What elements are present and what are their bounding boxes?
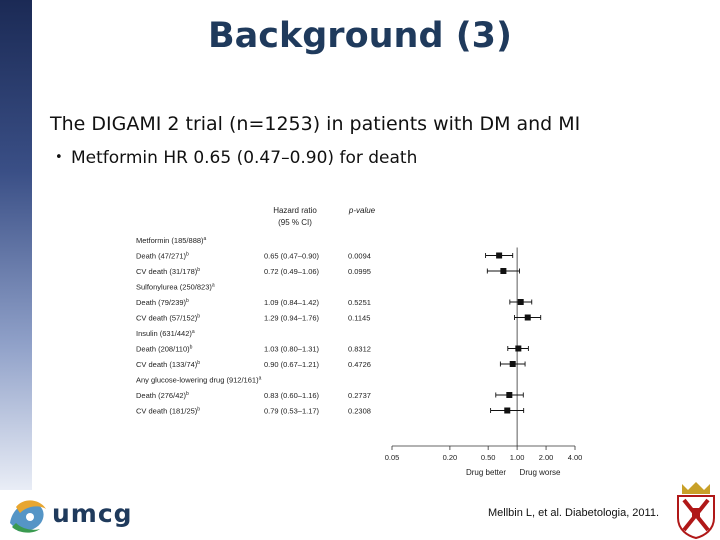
row-label: Death (208/110)b <box>136 345 193 354</box>
row-label-superscript: a <box>204 236 207 242</box>
hr-point <box>496 252 503 259</box>
bullet-dot: • <box>55 150 63 165</box>
p-value: 0.2737 <box>348 391 371 400</box>
row-label: Death (47/271)b <box>136 252 189 261</box>
row-label: Insulin (631/442)a <box>136 329 195 338</box>
header-p-value: p-value <box>348 206 376 215</box>
hr-value: 0.65 (0.47–0.90) <box>264 252 320 261</box>
row-label: Any glucose-lowering drug (912/161)a <box>136 376 262 385</box>
row-label: Sulfonylurea (250/823)a <box>136 283 215 292</box>
hr-value: 0.90 (0.67–1.21) <box>264 360 320 369</box>
xlabel-drug-better: Drug better <box>466 468 506 477</box>
row-label-superscript: b <box>186 391 189 397</box>
header-hazard-ratio: Hazard ratio <box>273 206 317 215</box>
slide-subtitle: The DIGAMI 2 trial (n=1253) in patients … <box>50 113 581 135</box>
row-label-superscript: b <box>186 252 189 258</box>
p-value: 0.0094 <box>348 252 371 261</box>
side-band <box>0 0 32 490</box>
p-value: 0.4726 <box>348 360 371 369</box>
umcg-logo-mark-icon <box>10 500 46 533</box>
hr-value: 0.72 (0.49–1.06) <box>264 267 320 276</box>
row-label-superscript: b <box>197 314 200 320</box>
p-value: 0.1145 <box>348 314 370 323</box>
row-label: CV death (181/25)b <box>136 407 200 416</box>
hr-point <box>504 407 511 414</box>
forest-plot: Hazard ratio (95 % CI) p-value Metformin… <box>136 206 583 477</box>
hr-value: 0.83 (0.60–1.16) <box>264 391 320 400</box>
university-seal-icon <box>677 482 715 540</box>
row-label: CV death (57/152)b <box>136 314 200 323</box>
hr-point <box>524 314 531 321</box>
slide-title: Background (3) <box>207 16 513 56</box>
row-label-superscript: b <box>197 407 200 413</box>
p-value: 0.2308 <box>348 407 371 416</box>
hr-point <box>509 361 516 367</box>
hr-value: 1.29 (0.94–1.76) <box>264 314 320 323</box>
row-label-superscript: b <box>197 360 200 366</box>
row-label-superscript: a <box>212 283 215 289</box>
row-label: CV death (133/74)b <box>136 360 200 369</box>
bullet-text: Metformin HR 0.65 (0.47–0.90) for death <box>71 148 418 168</box>
hr-value: 0.79 (0.53–1.17) <box>264 407 320 416</box>
hr-point <box>515 345 522 352</box>
x-tick-label: 2.00 <box>539 453 554 462</box>
row-label-superscript: b <box>197 267 200 273</box>
header-ci: (95 % CI) <box>278 218 312 227</box>
row-label: Death (79/239)b <box>136 298 189 307</box>
x-tick-label: 4.00 <box>568 453 583 462</box>
x-tick-label: 0.05 <box>385 453 400 462</box>
p-value: 0.5251 <box>348 298 371 307</box>
row-label: Death (276/42)b <box>136 391 189 400</box>
x-tick-label: 1.00 <box>510 453 525 462</box>
hr-point <box>517 299 524 305</box>
row-label: Metformin (185/888)a <box>136 236 207 245</box>
hr-point <box>500 268 507 274</box>
row-label-superscript: a <box>192 329 195 335</box>
row-label: CV death (31/178)b <box>136 267 200 276</box>
hr-value: 1.09 (0.84–1.42) <box>264 298 320 307</box>
bullet-item: • Metformin HR 0.65 (0.47–0.90) for death <box>55 148 417 168</box>
x-tick-label: 0.50 <box>481 453 496 462</box>
citation: Mellbin L, et al. Diabetologia, 2011. <box>488 507 660 519</box>
p-value: 0.0995 <box>348 267 371 276</box>
umcg-logo-text: umcg <box>52 499 133 528</box>
hr-value: 1.03 (0.80–1.31) <box>264 345 320 354</box>
x-tick-label: 0.20 <box>443 453 458 462</box>
row-label-superscript: b <box>190 345 193 351</box>
hr-point <box>506 392 513 398</box>
row-label-superscript: a <box>259 376 262 382</box>
row-label-superscript: b <box>186 298 189 304</box>
xlabel-drug-worse: Drug worse <box>520 468 561 477</box>
p-value: 0.8312 <box>348 345 371 354</box>
